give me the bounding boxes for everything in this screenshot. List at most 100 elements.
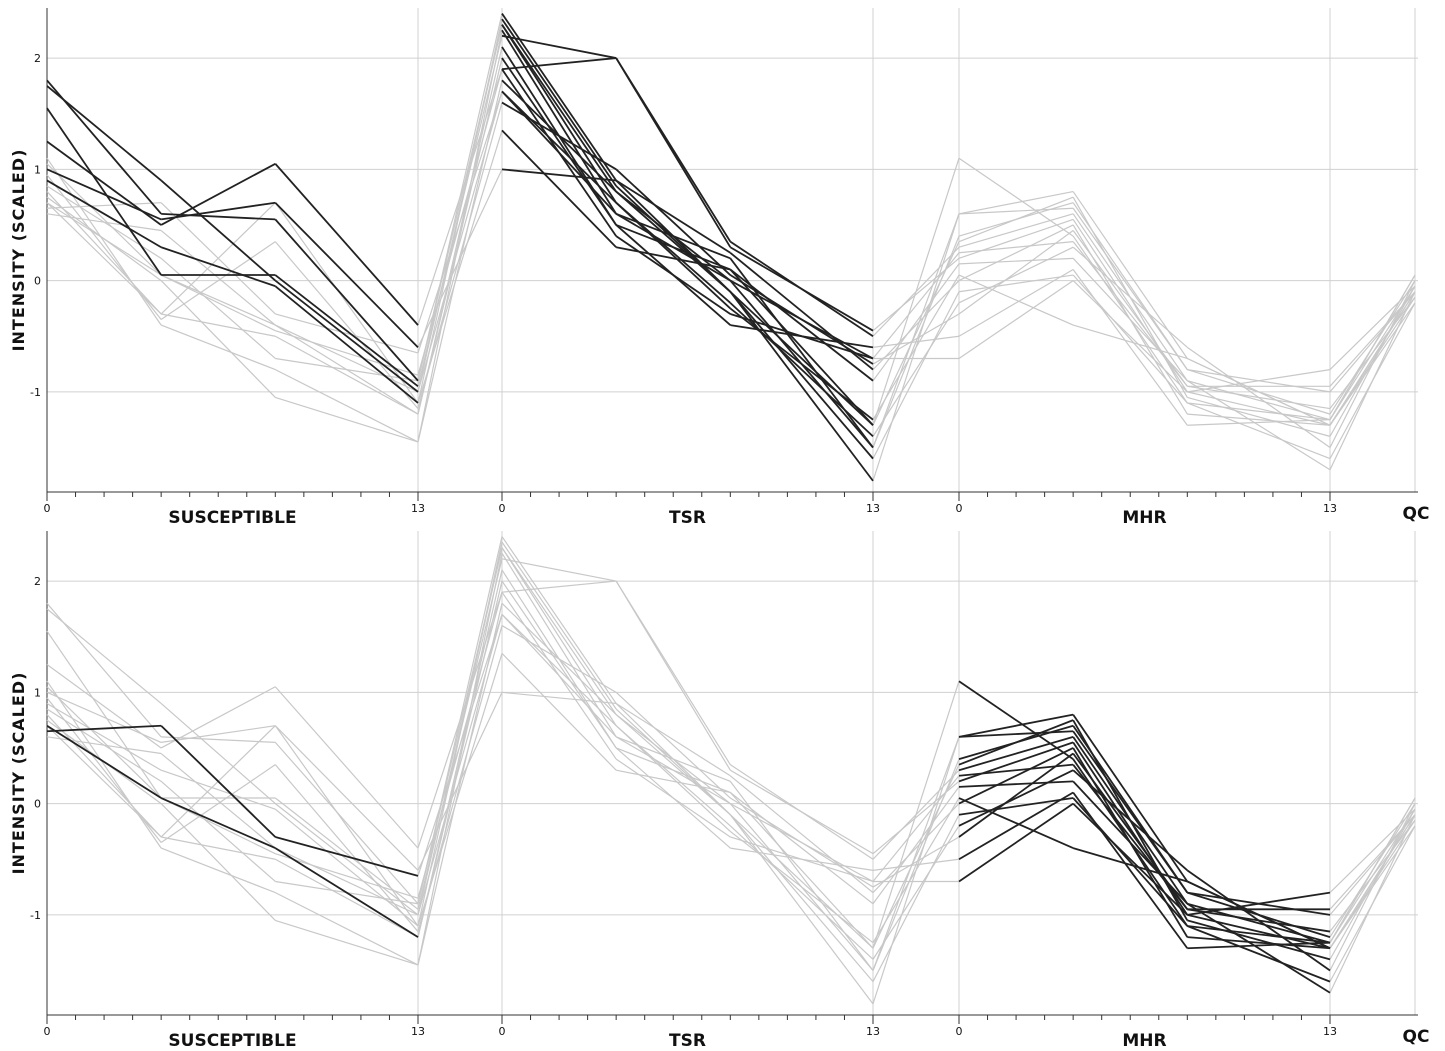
profile-segment — [729, 302, 874, 438]
profile-segment — [161, 201, 276, 221]
profile-segment — [729, 291, 874, 460]
profile-segment — [615, 725, 731, 827]
profile-segment — [46, 708, 162, 782]
profile-segment — [1072, 219, 1188, 393]
profile-segment — [872, 302, 960, 437]
group-label: MHR — [1122, 508, 1166, 528]
profile-segment — [160, 847, 276, 894]
profile-segment — [1329, 825, 1416, 949]
profile-segment — [274, 808, 419, 927]
profile-segment — [417, 625, 503, 932]
profile-segment — [1186, 880, 1331, 950]
profile-segment — [872, 836, 960, 888]
profile-segment — [274, 847, 419, 938]
profile-segment — [958, 241, 1074, 254]
profile-segment — [1187, 402, 1331, 460]
profile-segment — [958, 218, 1074, 259]
profile-segment — [501, 580, 617, 749]
profile-segment — [501, 129, 617, 248]
profile-segment — [1186, 925, 1331, 983]
profile-segment — [46, 702, 162, 771]
group-label: QC — [1403, 504, 1430, 524]
profile-segment — [46, 202, 162, 315]
profile-segment — [46, 196, 162, 282]
profile-segment — [958, 280, 1074, 359]
group-label: QC — [1403, 1027, 1430, 1047]
profile-segment — [160, 274, 276, 326]
profile-segment — [274, 686, 419, 849]
profile-segment — [1186, 902, 1331, 994]
profile-segment — [958, 257, 1074, 265]
profile-segment — [729, 307, 874, 421]
profile-segment — [958, 797, 1074, 849]
profile-segment — [729, 792, 874, 949]
profile-segment — [417, 553, 503, 966]
profile-segment — [729, 814, 874, 949]
profile-segment — [1072, 324, 1188, 360]
profile-segment — [1072, 274, 1188, 404]
profile-segment — [1187, 919, 1331, 961]
profile-segment — [1187, 380, 1331, 421]
profile-segment — [417, 592, 503, 849]
profile-segment — [1072, 207, 1188, 370]
profile-segment — [160, 703, 276, 805]
profile-segment — [274, 742, 419, 905]
x-tick-label: 0 — [44, 1025, 51, 1038]
profile-segment — [46, 680, 162, 849]
profile-segment — [1187, 908, 1331, 933]
profile-segment — [46, 191, 162, 315]
profile-segment — [615, 736, 731, 782]
x-tick-label: 13 — [866, 1025, 880, 1038]
profile-segment — [46, 724, 162, 799]
profile-segment — [615, 714, 731, 816]
y-tick-label: 1 — [34, 686, 41, 699]
profile-segment — [501, 24, 617, 193]
profile-segment — [275, 836, 419, 877]
profile-segment — [615, 168, 731, 276]
profile-segment — [275, 396, 419, 443]
profile-segment — [1329, 814, 1416, 910]
profile-segment — [958, 274, 1074, 326]
profile-segment — [46, 714, 162, 838]
profile-segment — [46, 85, 162, 182]
profile-segment — [46, 163, 162, 276]
profile-segment — [275, 847, 419, 916]
profile-segment — [46, 630, 162, 799]
profile-segment — [46, 608, 162, 704]
profile-segment — [275, 858, 419, 938]
profile-segment — [501, 57, 617, 71]
profile-segment — [1072, 752, 1189, 910]
x-tick-label: 13 — [1323, 1025, 1337, 1038]
profile-segment — [160, 725, 276, 838]
profile-segment — [501, 558, 617, 582]
x-tick-label: 0 — [499, 502, 506, 515]
profile-segment — [729, 825, 874, 960]
profile-segment — [958, 730, 1074, 738]
profile-segment — [729, 274, 874, 365]
profile-segment — [46, 168, 162, 221]
profile-segment — [872, 291, 960, 459]
profile-segment — [501, 691, 617, 705]
profile-segment — [160, 230, 276, 326]
profile-segment — [501, 34, 617, 59]
x-tick-label: 13 — [1323, 502, 1337, 515]
profile-segment — [616, 769, 731, 794]
profile-segment — [958, 274, 1074, 293]
profile-segment — [1187, 925, 1331, 944]
profile-segment — [958, 780, 1074, 788]
profile-segment — [1072, 719, 1189, 921]
profile-segment — [958, 747, 1074, 805]
profile-segment — [1072, 191, 1188, 359]
profile-segment — [417, 18, 503, 404]
profile-segment — [1329, 285, 1416, 437]
profile-segment — [730, 836, 874, 883]
profile-segment — [872, 681, 960, 949]
profile-segment — [958, 246, 1074, 304]
profile-segment — [872, 814, 960, 982]
profile-segment — [1186, 380, 1331, 471]
profile-segment — [160, 686, 276, 749]
y-tick-label: 0 — [34, 275, 41, 288]
profile-segment — [1329, 808, 1416, 960]
profile-segment — [615, 185, 731, 293]
profile-segment — [46, 107, 162, 276]
